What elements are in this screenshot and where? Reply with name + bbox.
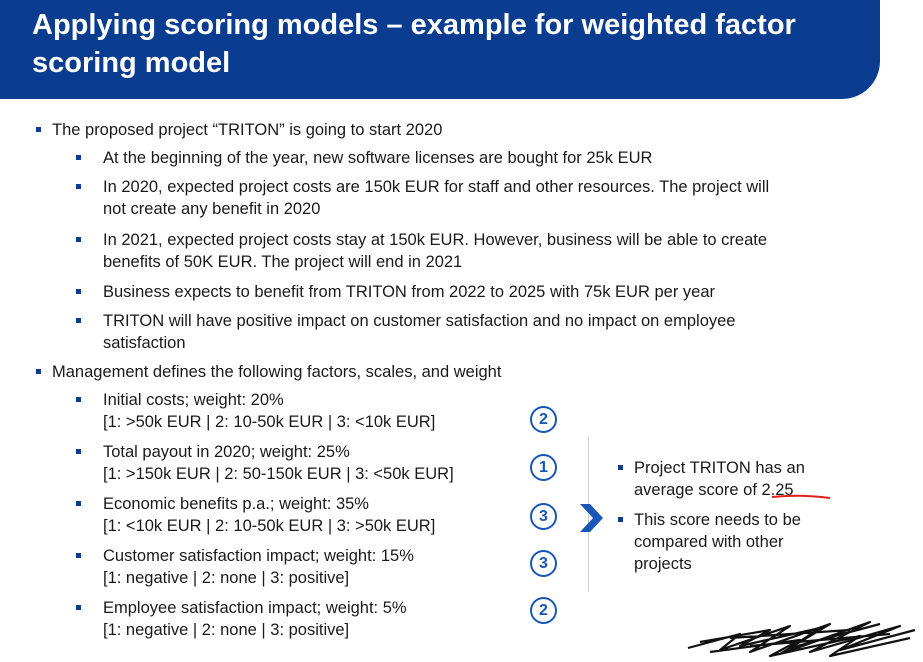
factor-total-payout: Total payout in 2020; weight: 25% [1: >1… <box>76 441 454 485</box>
divider-line <box>588 437 589 592</box>
page-title: Applying scoring models – example for we… <box>32 9 796 79</box>
factor-customer-satisfaction: Customer satisfaction impact; weight: 15… <box>76 545 414 589</box>
result-note-text: compared with other <box>634 533 784 551</box>
factor-name: Initial costs; weight: 20% <box>103 391 284 409</box>
score-circle-customer-satisfaction: 3 <box>530 550 557 577</box>
red-underline <box>771 494 831 499</box>
sub-bullet-2021: In 2021, expected project costs stay at … <box>75 229 768 273</box>
sub-bullet-satisfaction: TRITON will have positive impact on cust… <box>75 310 736 354</box>
factor-initial-costs: Initial costs; weight: 20% [1: >50k EUR … <box>75 389 436 433</box>
redaction-scribble <box>687 620 916 658</box>
factor-scale: [1: <10k EUR | 2: 10-50k EUR | 3: >50k E… <box>103 517 436 535</box>
bullet-intro: The proposed project “TRITON” is going t… <box>35 119 443 141</box>
sub-bullet-text: not create any benefit in 2020 <box>103 200 321 218</box>
bullet-management-text: Management defines the following factors… <box>52 363 502 381</box>
sub-bullet-text: Business expects to benefit from TRITON … <box>103 283 716 301</box>
sub-bullet-licenses: At the beginning of the year, new softwa… <box>75 147 653 169</box>
factor-scale: [1: >150k EUR | 2: 50-150k EUR | 3: <50k… <box>103 465 454 483</box>
sub-bullet-text: In 2020, expected project costs are 150k… <box>103 178 770 196</box>
score-circle-initial-costs: 2 <box>530 406 557 433</box>
factor-name: Customer satisfaction impact; weight: 15… <box>103 547 414 565</box>
result-text: Project TRITON has an <box>634 459 805 477</box>
bullet-management: Management defines the following factors… <box>35 361 502 383</box>
factor-economic-benefits: Economic benefits p.a.; weight: 35% [1: … <box>75 493 436 537</box>
sub-bullet-text: In 2021, expected project costs stay at … <box>103 231 768 249</box>
factor-scale: [1: >50k EUR | 2: 10-50k EUR | 3: <10k E… <box>103 413 436 431</box>
title-banner: Applying scoring models – example for we… <box>0 0 880 99</box>
result-compare-note: This score needs to be compared with oth… <box>618 509 844 575</box>
factor-name: Employee satisfaction impact; weight: 5% <box>103 599 407 617</box>
result-text: average score of <box>634 481 762 499</box>
result-note-text: projects <box>634 555 692 573</box>
factor-name: Total payout in 2020; weight: 25% <box>103 443 350 461</box>
bullet-intro-text: The proposed project “TRITON” is going t… <box>52 121 443 139</box>
sub-bullet-2020: In 2020, expected project costs are 150k… <box>75 176 770 220</box>
sub-bullet-benefits: Business expects to benefit from TRITON … <box>75 281 716 303</box>
result-note-text: This score needs to be <box>634 511 801 529</box>
factor-scale: [1: negative | 2: none | 3: positive] <box>103 569 350 587</box>
score-circle-economic-benefits: 3 <box>530 503 557 530</box>
chevron-right-icon <box>580 504 603 532</box>
factor-name: Economic benefits p.a.; weight: 35% <box>103 495 369 513</box>
factor-employee-satisfaction: Employee satisfaction impact; weight: 5%… <box>76 597 407 641</box>
factor-scale: [1: negative | 2: none | 3: positive] <box>103 621 350 639</box>
sub-bullet-text: At the beginning of the year, new softwa… <box>103 149 653 167</box>
score-circle-total-payout: 1 <box>530 454 557 481</box>
sub-bullet-text: satisfaction <box>103 334 186 352</box>
sub-bullet-text: TRITON will have positive impact on cust… <box>103 312 736 330</box>
sub-bullet-text: benefits of 50K EUR. The project will en… <box>103 253 463 271</box>
result-average-score: Project TRITON has an average score of 2… <box>618 457 844 501</box>
average-score-value: 2.25 <box>761 481 794 499</box>
score-circle-employee-satisfaction: 2 <box>530 597 557 624</box>
